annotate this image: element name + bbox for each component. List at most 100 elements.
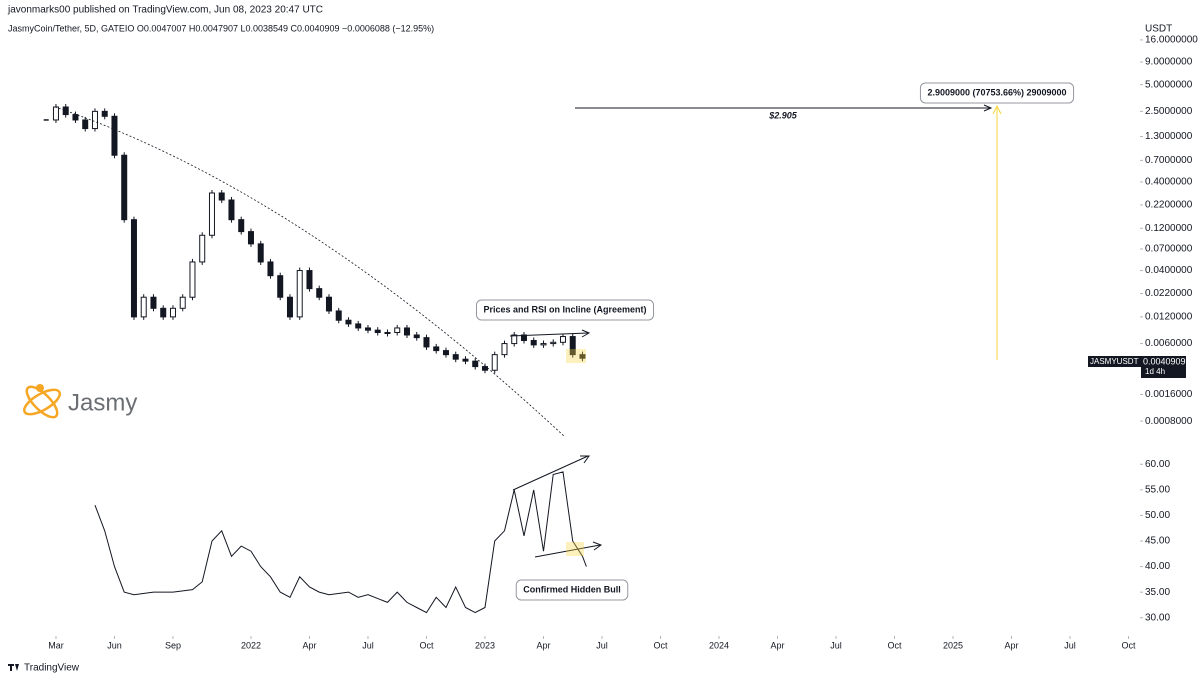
x-tick-label: Jul [596,640,608,650]
annotation-box [515,579,629,601]
logo [22,384,62,419]
candle [472,360,479,368]
candle [267,261,274,277]
candle [569,336,576,356]
candle [72,114,79,121]
highlight [566,349,586,363]
candle [140,296,147,318]
candle [228,199,235,221]
candle [423,337,430,348]
x-tick-label: 2024 [709,640,729,650]
candle [257,243,264,263]
y-tick-label: 0.0016000 [1145,389,1193,400]
candle [384,331,391,334]
candle [121,154,128,221]
y-tick-label: 60.00 [1145,459,1170,470]
y-tick-label: 45.00 [1145,536,1170,547]
rsi-line [94,471,587,614]
candle [52,106,59,121]
price-label-bg [1088,356,1144,367]
x-tick-label: Apr [302,640,316,650]
annotation-box [919,82,1075,104]
candle [316,288,323,298]
candle [433,346,440,352]
candle [91,110,98,130]
candle [345,319,352,325]
x-tick-label: Sep [165,640,181,650]
candle [364,327,371,331]
candle [579,354,586,359]
y-tick-label: 0.0120000 [1145,312,1193,323]
x-tick-label: Oct [1121,640,1136,650]
candle [160,307,167,318]
candle [238,219,245,233]
y-tick-label: 0.0220000 [1145,288,1193,299]
annotation: Confirmed Hidden Bull [523,584,621,594]
candle [247,231,254,245]
x-tick-label: Jul [830,640,842,650]
x-tick-label: Jul [1064,640,1076,650]
y-tick-label: 16.0000000 [1145,35,1198,46]
trend-line [509,332,589,337]
y-tick-label: 0.2200000 [1145,200,1193,211]
candle [501,343,508,356]
candle [462,358,469,362]
candle [394,327,401,333]
candle [208,192,215,236]
candle [82,119,89,130]
countdown: 1d 4h [1145,367,1165,376]
candle [111,115,118,156]
y-tick-label: 0.0700000 [1145,244,1193,255]
candle [335,310,342,321]
annotation: 2.9009000 (70753.66%) 29009000 [927,87,1066,97]
x-tick-label: Oct [887,640,902,650]
y-tick-label: 0.0008000 [1145,416,1193,427]
last-value: 0.0040909 [1143,356,1186,366]
trend-line [534,544,601,558]
logo-text: Jasmy [68,389,137,416]
y-tick-label: 5.0000000 [1145,79,1193,90]
footer: TradingView [24,663,80,674]
candle [481,366,488,371]
arrow-head [581,329,591,338]
candle [169,307,176,318]
candle [101,110,108,117]
candle [150,296,157,309]
price-label: JASMYUSDT [1090,357,1139,366]
candle [218,192,225,201]
x-tick-label: Jun [107,640,122,650]
x-tick-label: Jul [362,640,374,650]
arrow-head [580,455,590,464]
y-tick-label: 30.00 [1145,612,1170,623]
candle [296,270,303,318]
candle [286,296,293,318]
candle [442,350,449,356]
last-value-bg [1141,356,1186,378]
x-tick-label: Mar [48,640,64,650]
candle [374,329,381,333]
author-line: javonmarks00 published on TradingView.co… [7,5,323,16]
candle [306,270,313,290]
annotation: $2.905 [768,110,798,120]
trend-curve [54,106,566,438]
candle [550,341,557,345]
highlight [566,542,584,556]
y-tick-label: 40.00 [1145,561,1170,572]
y-tick-label: 55.00 [1145,484,1170,495]
x-tick-label: Oct [419,640,434,650]
x-tick-label: 2023 [475,640,495,650]
candle [403,327,410,336]
y-tick-label: 0.0400000 [1145,265,1193,276]
x-tick-label: 2025 [943,640,963,650]
y-tick-label: 9.0000000 [1145,57,1193,68]
candle [325,296,332,312]
arrow-head [592,541,603,551]
candle [559,336,566,343]
candle [491,354,498,371]
candle [413,334,420,339]
x-tick-label: Apr [536,640,550,650]
axis-unit: USDT [1145,24,1172,35]
candle [511,334,518,345]
trend-line [512,455,589,491]
